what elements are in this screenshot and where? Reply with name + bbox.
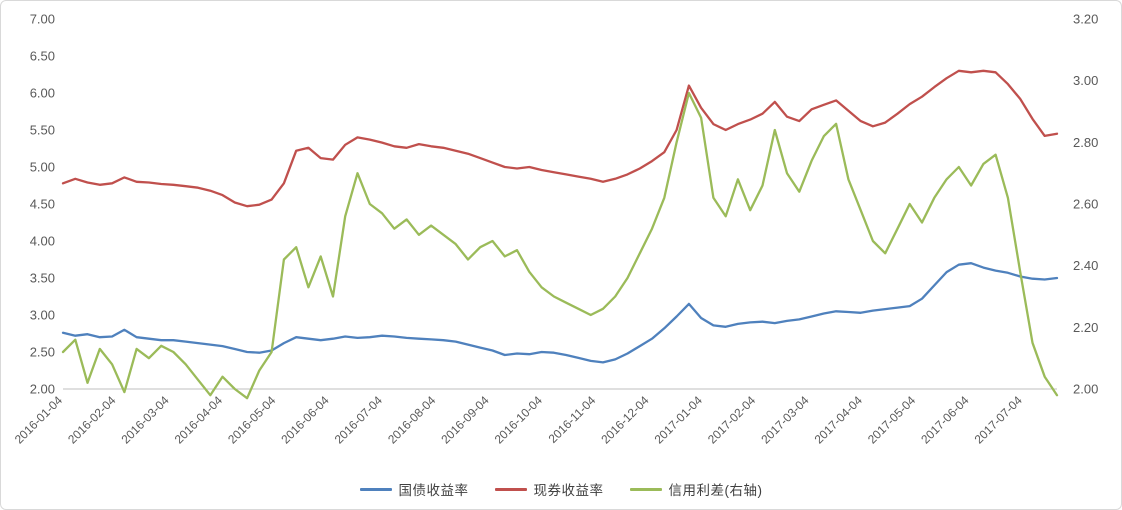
x-axis-tick-label: 2017-05-04 [865, 393, 919, 447]
legend-label-treasury-yield: 国债收益率 [398, 483, 469, 498]
legend-item-credit-spread[interactable]: 信用利差(右轴) [629, 479, 763, 499]
y-axis-left-tick-label: 3.00 [30, 308, 55, 323]
y-axis-right-tick-label: 2.60 [1073, 197, 1098, 212]
x-axis-tick-label: 2016-07-04 [332, 393, 386, 447]
y-axis-left-tick-label: 6.00 [30, 86, 55, 101]
x-axis-tick-label: 2016-10-04 [492, 393, 546, 447]
legend-label-credit-spread: 信用利差(右轴) [668, 483, 763, 498]
y-axis-right-tick-label: 2.00 [1073, 382, 1098, 397]
x-axis-tick-label: 2017-06-04 [918, 393, 972, 447]
x-axis-tick-label: 2017-07-04 [972, 393, 1026, 447]
credit-spread-line-swatch [629, 487, 662, 491]
x-axis-tick-label: 2017-03-04 [758, 393, 812, 447]
cash-bond-yield-line-swatch [494, 487, 527, 491]
y-axis-left-tick-label: 2.50 [30, 345, 55, 360]
y-axis-right-tick-label: 2.20 [1073, 320, 1098, 335]
x-axis-tick-label: 2016-06-04 [278, 393, 332, 447]
x-axis-tick-label: 2016-08-04 [385, 393, 439, 447]
legend-item-cash-bond-yield[interactable]: 现券收益率 [494, 479, 604, 499]
y-axis-left-tick-label: 7.00 [30, 12, 55, 27]
y-axis-left-tick-label: 5.00 [30, 160, 55, 175]
x-axis-tick-label: 2017-01-04 [652, 393, 706, 447]
y-axis-right-tick-label: 3.20 [1073, 12, 1098, 27]
series-line-1 [61, 69, 1059, 208]
y-axis-left-tick-label: 4.50 [30, 197, 55, 212]
y-axis-right-tick-label: 2.40 [1073, 258, 1098, 273]
x-axis-tick-label: 2016-03-04 [118, 393, 172, 447]
x-axis-tick-label: 2016-04-04 [172, 393, 226, 447]
y-axis-left-tick-label: 4.00 [30, 234, 55, 249]
legend-label-cash-bond-yield: 现券收益率 [533, 483, 604, 498]
x-axis-tick-label: 2016-05-04 [225, 393, 279, 447]
x-axis-tick-label: 2016-09-04 [438, 393, 492, 447]
x-axis-tick-label: 2016-11-04 [546, 393, 599, 446]
series-line-0 [61, 262, 1059, 364]
y-axis-right-tick-label: 2.80 [1073, 135, 1098, 150]
series-line-2 [61, 91, 1059, 400]
treasury-yield-line-swatch [359, 487, 392, 491]
x-axis-tick-label: 2016-01-04 [12, 393, 66, 447]
y-axis-left-tick-label: 5.50 [30, 123, 55, 138]
y-axis-left-tick-label: 2.00 [30, 382, 55, 397]
y-axis-right-tick-label: 3.00 [1073, 73, 1098, 88]
legend-item-treasury-yield[interactable]: 国债收益率 [359, 479, 469, 499]
x-axis-tick-label: 2016-12-04 [598, 393, 652, 447]
x-axis-tick-label: 2017-02-04 [705, 393, 759, 447]
legend: 国债收益率 现券收益率 信用利差(右轴) [1, 479, 1121, 499]
y-axis-left-tick-label: 6.50 [30, 49, 55, 64]
x-axis-tick-label: 2016-02-04 [65, 393, 119, 447]
x-axis-tick-label: 2017-04-04 [812, 393, 866, 447]
y-axis-left-tick-label: 3.50 [30, 271, 55, 286]
